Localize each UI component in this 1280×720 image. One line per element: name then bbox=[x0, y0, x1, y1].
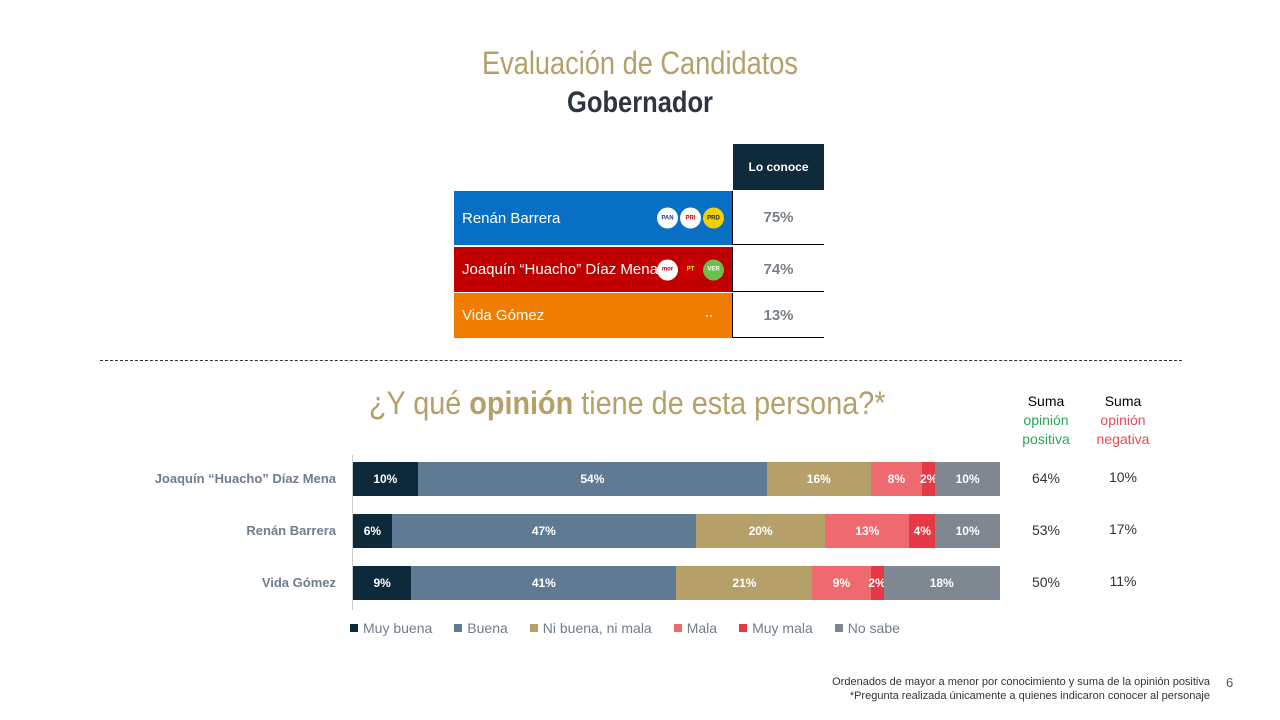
legend-item: Muy buena bbox=[350, 620, 432, 636]
party-logos: mor PT VER bbox=[657, 259, 724, 280]
sum-negative-header: Suma opinión negativa bbox=[1083, 392, 1163, 449]
sum-positive-value: 53% bbox=[1031, 522, 1061, 538]
candidate-name-cell: Renán Barrera PAN PRI PRD bbox=[454, 191, 732, 245]
legend-swatch bbox=[454, 624, 463, 632]
sum-positive-header: Suma opinión positiva bbox=[1006, 392, 1086, 449]
candidate-row: Vida Gómez ▼▼ 13% bbox=[454, 293, 824, 338]
bar-segment-mala: 9% bbox=[812, 566, 871, 600]
legend-item: No sabe bbox=[834, 620, 900, 636]
sum-negative-value: 11% bbox=[1109, 573, 1137, 589]
party-logos: PAN PRI PRD bbox=[657, 207, 724, 229]
candidate-name: Renán Barrera bbox=[462, 209, 561, 227]
candidate-name: Joaquín “Huacho” Díaz Mena bbox=[462, 261, 658, 278]
stacked-bar: 6% 47% 20% 13% 4% 10% bbox=[353, 514, 1000, 548]
legend-label: Muy mala bbox=[752, 620, 813, 636]
legend-swatch bbox=[739, 624, 748, 632]
candidate-name: Vida Gómez bbox=[462, 307, 545, 324]
candidate-name-cell: Vida Gómez ▼▼ bbox=[454, 293, 732, 338]
party-logo-morena-icon: mor bbox=[657, 259, 678, 280]
legend-item: Buena bbox=[454, 620, 508, 636]
legend-item: Ni buena, ni mala bbox=[529, 620, 652, 636]
page-title: Evaluación de Candidatos bbox=[481, 45, 799, 81]
question-bold: opinión bbox=[469, 385, 574, 421]
candidate-row: Renán Barrera PAN PRI PRD 75% bbox=[454, 191, 824, 245]
party-logo-movimiento-ciudadano-icon: ▼▼ bbox=[694, 305, 724, 326]
bar-segment-ni-buena-ni-mala: 20% bbox=[695, 514, 826, 548]
chart-legend: Muy buena Buena Ni buena, ni mala Mala Muy m… bbox=[350, 620, 900, 636]
legend-swatch bbox=[350, 624, 358, 632]
stacked-bar: 9% 41% 21% 9% 2% 18% bbox=[353, 566, 1000, 600]
legend-swatch bbox=[673, 624, 682, 632]
legend-item: Muy mala bbox=[739, 620, 813, 636]
legend-item: Mala bbox=[673, 620, 718, 636]
bar-segment-no-sabe: 10% bbox=[935, 514, 1000, 548]
page-number: 6 bbox=[1226, 675, 1234, 690]
chart-axis bbox=[352, 455, 353, 610]
sum-label: Suma bbox=[1104, 393, 1142, 409]
bar-segment-muy-mala: 4% bbox=[909, 514, 936, 548]
candidate-name-cell: Joaquín “Huacho” Díaz Mena mor PT VER bbox=[454, 247, 732, 292]
party-logo-prd-icon: PRD bbox=[703, 207, 724, 229]
bar-segment-muy-buena: 9% bbox=[353, 566, 412, 600]
bar-category-label: Vida Gómez bbox=[261, 575, 336, 590]
bar-segment-buena: 54% bbox=[417, 462, 768, 496]
bar-segment-muy-buena: 6% bbox=[353, 514, 392, 548]
legend-label: No sabe bbox=[847, 620, 900, 636]
divider bbox=[100, 360, 1182, 361]
legend-label: Ni buena, ni mala bbox=[542, 620, 652, 636]
candidate-row: Joaquín “Huacho” Díaz Mena mor PT VER 74% bbox=[454, 247, 824, 292]
recognition-value: 13% bbox=[732, 293, 824, 338]
stacked-bar: 10% 54% 16% 8% 2% 10% bbox=[353, 462, 1000, 496]
bar-category-label: Renán Barrera bbox=[246, 523, 336, 538]
party-logos: ▼▼ bbox=[694, 305, 724, 326]
sum-label: Suma bbox=[1027, 393, 1065, 409]
bar-segment-ni-buena-ni-mala: 21% bbox=[676, 566, 813, 600]
party-logo-pri-icon: PRI bbox=[680, 207, 701, 229]
column-header-lo-conoce: Lo conoce bbox=[733, 144, 824, 190]
negative-label: opinión negativa bbox=[1096, 412, 1150, 447]
sum-negative-value: 17% bbox=[1108, 521, 1138, 537]
bar-category-label: Joaquín “Huacho” Díaz Mena bbox=[154, 471, 336, 486]
party-logo-pt-icon: PT bbox=[680, 259, 701, 280]
bar-segment-ni-buena-ni-mala: 16% bbox=[767, 462, 871, 496]
bar-segment-no-sabe: 10% bbox=[935, 462, 1000, 496]
bar-segment-buena: 47% bbox=[391, 514, 696, 548]
page-subtitle: Gobernador bbox=[567, 86, 713, 119]
legend-swatch bbox=[834, 624, 843, 632]
bar-segment-muy-buena: 10% bbox=[353, 462, 418, 496]
footnote-line: Ordenados de mayor a menor por conocimie… bbox=[832, 676, 1210, 688]
bar-segment-buena: 41% bbox=[411, 566, 677, 600]
legend-label: Muy buena bbox=[363, 620, 433, 636]
question-title: ¿Y qué opinión tiene de esta persona?* bbox=[51, 385, 1203, 422]
sum-positive-value: 50% bbox=[1031, 574, 1061, 590]
bar-segment-mala: 8% bbox=[870, 462, 923, 496]
recognition-value: 74% bbox=[732, 247, 824, 292]
party-logo-pan-icon: PAN bbox=[657, 207, 678, 229]
legend-label: Buena bbox=[467, 620, 508, 636]
bar-segment-muy-mala: 2% bbox=[868, 566, 886, 600]
recognition-value: 75% bbox=[732, 191, 824, 245]
legend-swatch bbox=[529, 624, 538, 632]
question-pre: ¿Y qué bbox=[368, 385, 470, 421]
positive-label: opinión positiva bbox=[1022, 412, 1070, 447]
sum-negative-value: 10% bbox=[1108, 469, 1138, 485]
footnote: Ordenados de mayor a menor por conocimie… bbox=[832, 675, 1210, 703]
bar-segment-mala: 13% bbox=[825, 514, 910, 548]
bar-segment-muy-mala: 2% bbox=[920, 462, 937, 496]
party-logo-verde-icon: VER bbox=[703, 259, 724, 280]
question-post: tiene de esta persona?* bbox=[573, 385, 886, 421]
footnote-line: *Pregunta realizada únicamente a quienes… bbox=[849, 690, 1210, 702]
sum-positive-value: 64% bbox=[1031, 470, 1061, 486]
legend-label: Mala bbox=[686, 620, 718, 636]
bar-segment-no-sabe: 18% bbox=[883, 566, 1000, 600]
